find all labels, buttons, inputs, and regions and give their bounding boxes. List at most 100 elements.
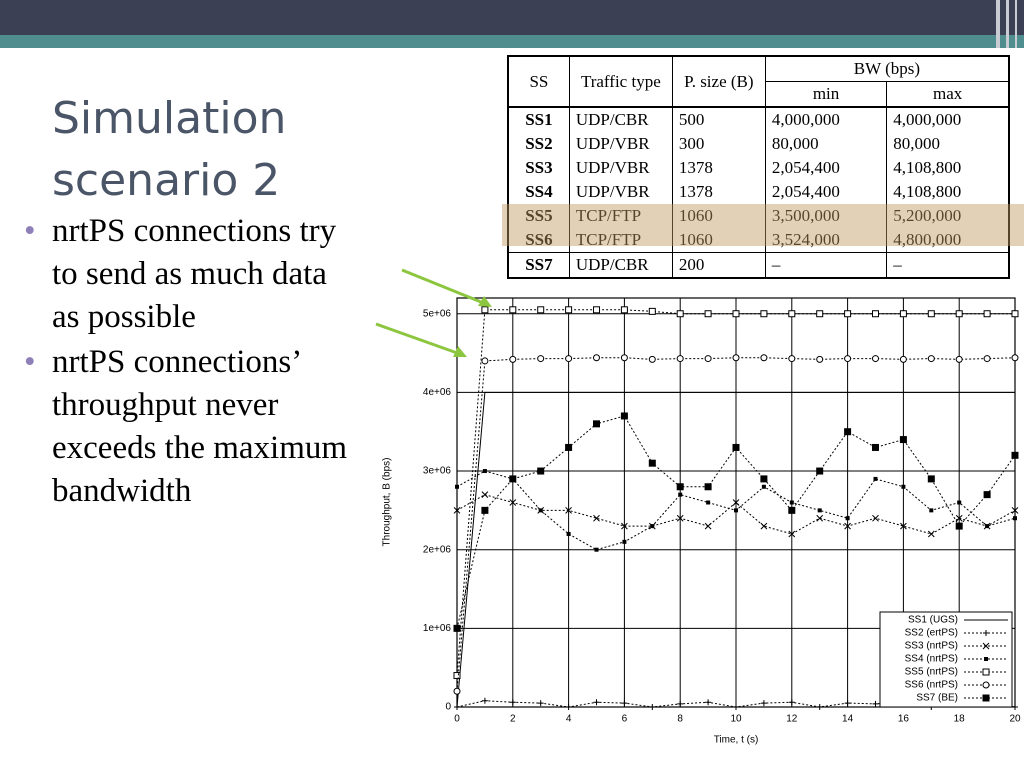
x-tick-label: 4 [566, 714, 572, 725]
y-axis-label: Throughput, B (bps) [382, 458, 393, 547]
marker [565, 443, 573, 451]
table-cell: 2,054,400 [764, 180, 888, 204]
marker [844, 355, 852, 363]
table-cell: 3,500,000 [764, 204, 888, 228]
marker [593, 420, 600, 428]
top-stripe [0, 35, 1024, 48]
marker [593, 514, 600, 522]
marker [676, 355, 684, 363]
marker [788, 530, 796, 538]
y-tick-label: 2e+06 [423, 544, 452, 555]
y-tick-label: 5e+06 [423, 308, 452, 319]
header-cell: Traffic type [568, 55, 673, 108]
marker [844, 700, 851, 707]
marker [844, 522, 851, 530]
bullet-list: nrtPS connections try to send as much da… [22, 210, 362, 515]
marker [900, 522, 907, 530]
marker [817, 508, 822, 513]
marker [816, 704, 823, 710]
table-row: SS1 UDP/CBR 500 4,000,000 4,000,000 [507, 106, 1010, 132]
table-cell: SS6 [507, 228, 570, 253]
series-line [456, 357, 1016, 692]
marker [816, 355, 824, 363]
marker [565, 355, 573, 363]
marker [453, 687, 461, 695]
marker [760, 522, 768, 530]
table-cell: SS1 [507, 106, 570, 132]
table: SS Traffic type P. size (B) BW (bps) min… [507, 55, 1010, 279]
marker [509, 499, 517, 506]
table-cell: 4,000,000 [886, 106, 1010, 132]
x-tick-label: 8 [677, 714, 683, 725]
marker [481, 357, 489, 365]
x-tick-label: 14 [842, 714, 854, 725]
marker [676, 514, 684, 522]
table-cell: 4,108,800 [886, 156, 1010, 180]
marker [649, 704, 656, 710]
table-cell: – [764, 252, 888, 278]
marker [901, 484, 906, 489]
top-bar [0, 0, 1024, 35]
table-cell: 1378 [671, 180, 766, 204]
y-tick-label: 1e+06 [423, 623, 452, 634]
table-row: SS4 UDP/VBR 1378 2,054,400 4,108,800 [507, 180, 1010, 204]
marker [732, 310, 740, 318]
arrow-head [453, 346, 467, 357]
header-cell: min [764, 81, 888, 108]
highlight-band [502, 204, 1024, 246]
marker [704, 522, 712, 530]
marker [760, 475, 768, 483]
table-cell: – [886, 252, 1010, 278]
marker [983, 630, 989, 636]
marker [844, 428, 852, 436]
legend-label: SS6 (nrtPS) [905, 680, 958, 691]
header-cell: P. size (B) [671, 55, 766, 108]
marker [929, 508, 934, 513]
marker [1012, 704, 1018, 710]
marker [648, 355, 656, 363]
legend-label: SS5 (nrtPS) [905, 667, 958, 678]
marker [676, 483, 684, 491]
table-row: SS5 TCP/FTP 1060 3,500,000 5,200,000 [507, 204, 1010, 228]
deco-line [996, 0, 1000, 48]
table-cell: 1060 [671, 204, 766, 228]
marker [1011, 354, 1019, 362]
arrow [401, 268, 487, 306]
series-line [456, 391, 1015, 708]
table-cell: TCP/FTP [568, 204, 673, 228]
marker [509, 475, 517, 483]
marker [704, 483, 712, 491]
marker [704, 355, 712, 363]
marker [983, 310, 991, 318]
marker [816, 467, 824, 475]
table-cell: 4,800,000 [886, 228, 1010, 253]
legend-label: SS3 (nrtPS) [905, 641, 958, 652]
marker [1011, 507, 1019, 514]
marker [788, 506, 796, 514]
marker [788, 310, 796, 318]
marker [982, 642, 990, 650]
table-cell: 3,524,000 [764, 228, 888, 253]
marker [565, 704, 572, 710]
marker [982, 681, 990, 689]
table-cell: 500 [671, 106, 766, 132]
marker [872, 310, 879, 318]
table-cell: 80,000 [764, 132, 888, 156]
marker [733, 704, 739, 710]
marker [816, 310, 824, 318]
marker [789, 500, 794, 505]
marker [705, 699, 712, 706]
marker [677, 700, 684, 707]
table-cell: 1378 [671, 156, 766, 180]
marker [650, 524, 655, 529]
slide-title: Simulation scenario 2 [52, 93, 287, 206]
x-tick-label: 6 [622, 714, 628, 725]
table-cell: 200 [671, 252, 766, 278]
marker [621, 522, 628, 530]
marker [927, 530, 935, 538]
x-tick-label: 16 [898, 714, 910, 725]
y-tick-label: 0 [445, 702, 451, 713]
marker [873, 476, 878, 481]
marker [899, 436, 907, 444]
